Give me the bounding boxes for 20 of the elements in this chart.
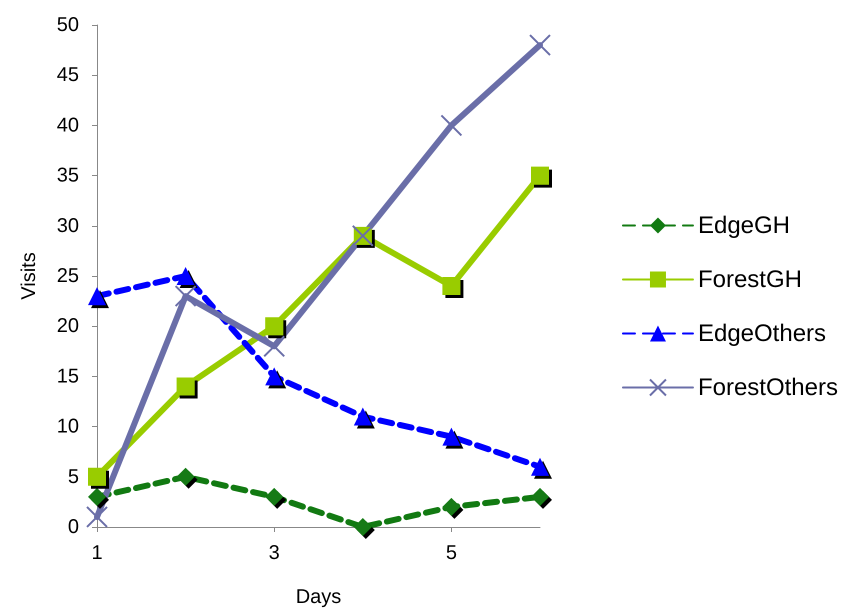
- y-tick-label: 30: [56, 214, 79, 237]
- legend-label: EdgeGH: [698, 212, 790, 239]
- x-axis-title: Days: [296, 586, 342, 608]
- y-tick-label: 25: [56, 265, 79, 287]
- legend-label: ForestOthers: [698, 374, 838, 401]
- y-tick-label: 45: [56, 64, 79, 86]
- y-axis-title: Visits: [18, 252, 40, 300]
- y-tick-label: 5: [68, 466, 79, 488]
- y-tick-label: 50: [56, 14, 79, 36]
- y-tick-label: 0: [68, 516, 79, 538]
- x-tick-label: 3: [268, 542, 280, 564]
- y-tick-label: 10: [56, 416, 79, 438]
- legend-label: ForestGH: [698, 266, 802, 293]
- x-tick-label: 5: [446, 542, 457, 564]
- y-tick-label: 20: [56, 315, 79, 338]
- y-tick-label: 35: [56, 164, 79, 187]
- y-tick-label: 15: [56, 365, 79, 388]
- y-tick-label: 40: [56, 114, 79, 136]
- x-tick-label: 1: [91, 542, 103, 564]
- legend-label: EdgeOthers: [698, 320, 826, 347]
